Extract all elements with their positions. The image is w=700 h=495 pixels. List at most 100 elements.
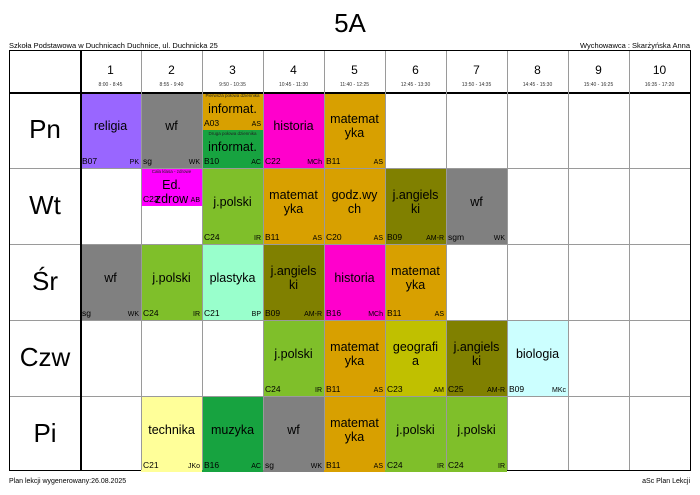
period-number: 3 [229, 63, 236, 77]
lesson-cell[interactable]: wf sgm WK [446, 168, 507, 244]
period-number: 5 [351, 63, 358, 77]
lesson-subject: j.angiels ki [270, 264, 317, 292]
lesson-cell[interactable]: wf sg WK [80, 244, 141, 320]
lesson-cell[interactable]: j.polski C24 IR [202, 168, 263, 244]
lesson-teacher: WK [493, 235, 505, 242]
lesson-cell[interactable]: matemat yka B11 AS [263, 168, 324, 244]
period-time: 15:40 - 16:25 [583, 82, 614, 88]
grid-line [80, 51, 82, 470]
lesson-cell[interactable]: j.angiels ki B09 AM-R [385, 168, 446, 244]
lesson-cell[interactable]: matemat yka B11 AS [324, 92, 385, 168]
school-name: Szkoła Podstawowa w Duchnicach Duchnice,… [9, 41, 218, 50]
lesson-cell[interactable]: j.polski C24 IR [263, 320, 324, 396]
lesson-subject: godz.wy ch [331, 188, 378, 216]
homeroom-teacher: Wychowawca : Skarżyńska Anna [580, 41, 690, 50]
period-number: 1 [107, 63, 114, 77]
lesson-room: C24 [387, 460, 403, 470]
lesson-teacher: AS [312, 235, 322, 242]
lesson-subject: j.angiels ki [392, 188, 439, 216]
lesson-cell[interactable]: geografi a C23 AM [385, 320, 446, 396]
lesson-room: C23 [387, 384, 403, 394]
lesson-subject: muzyka [210, 423, 255, 437]
lesson-subject: j.polski [274, 347, 313, 361]
lesson-subject: matemat yka [330, 112, 379, 140]
lesson-subject: j.polski [213, 195, 252, 209]
lesson-cell[interactable]: religia B07 PK [80, 92, 141, 168]
lesson-teacher: IR [315, 387, 322, 394]
lesson-room: sg [143, 156, 152, 166]
period-time: 16:35 - 17:20 [644, 82, 675, 88]
period-number: 4 [290, 63, 297, 77]
lesson-cell[interactable]: muzyka B16 AC [202, 396, 263, 472]
lesson-cell[interactable]: wf sg WK [141, 92, 202, 168]
day-label: Wt [29, 190, 61, 220]
lesson-subject: matemat yka [391, 264, 440, 292]
grid-line [202, 51, 203, 470]
lesson-room: B07 [82, 156, 98, 166]
lesson-cell[interactable]: Cała klasa - zdrowe Ed. zdrow C22 AB [141, 168, 202, 206]
lesson-room: sgm [448, 232, 465, 242]
lesson-cell[interactable]: matemat yka B11 AS [324, 396, 385, 472]
lesson-teacher: IR [437, 463, 444, 470]
period-number: 6 [412, 63, 419, 77]
lesson-room: C25 [448, 384, 464, 394]
lesson-note: Druga połowa dziennika [208, 131, 257, 136]
lesson-cell[interactable]: historia C22 MCh [263, 92, 324, 168]
lesson-cell[interactable]: plastyka C21 BP [202, 244, 263, 320]
lesson-room: C20 [326, 232, 342, 242]
lesson-cell[interactable]: j.angiels ki C25 AM-R [446, 320, 507, 396]
lesson-cell[interactable]: j.polski C24 IR [141, 244, 202, 320]
lesson-cell[interactable]: j.polski C24 IR [385, 396, 446, 472]
grid-line [10, 168, 690, 169]
lesson-teacher: MCh [368, 311, 383, 318]
lesson-cell[interactable]: Druga połowa dziennika informat. B10 AC [202, 130, 263, 168]
lesson-teacher: IR [193, 311, 200, 318]
period-time: 11:40 - 12:25 [339, 82, 370, 88]
lesson-teacher: MKc [552, 387, 566, 394]
lesson-room: C24 [265, 384, 281, 394]
lesson-cell[interactable]: godz.wy ch C20 AS [324, 168, 385, 244]
lesson-subject: j.polski [152, 271, 191, 285]
lesson-cell[interactable]: matemat yka B11 AS [324, 320, 385, 396]
lesson-room: B09 [387, 232, 403, 242]
lesson-subject: wf [287, 423, 300, 437]
lesson-subject: j.polski [457, 423, 496, 437]
lesson-cell[interactable]: wf sg WK [263, 396, 324, 472]
lesson-cell[interactable]: Pierwsza połowa dziennika informat. A03 AS [202, 92, 263, 130]
period-time: 9:50 - 10:35 [219, 82, 246, 88]
lesson-subject: matemat yka [330, 340, 379, 368]
lesson-cell[interactable]: matemat yka B11 AS [385, 244, 446, 320]
lesson-teacher: AM-R [304, 311, 322, 318]
lesson-subject: religia [93, 119, 128, 133]
lesson-room: C22 [265, 156, 281, 166]
period-number: 9 [595, 63, 602, 77]
lesson-subject: matemat yka [269, 188, 318, 216]
lesson-teacher: AS [434, 311, 444, 318]
lesson-subject: biologia [515, 347, 560, 361]
grid-line [263, 51, 264, 470]
lesson-teacher: AB [190, 197, 200, 204]
lesson-teacher: WK [188, 159, 200, 166]
lesson-teacher: WK [127, 311, 139, 318]
lesson-cell[interactable]: j.angiels ki B09 AM-R [263, 244, 324, 320]
period-time: 8:00 - 8:45 [98, 82, 123, 88]
lesson-teacher: IR [498, 463, 505, 470]
lesson-room: B10 [204, 156, 220, 166]
lesson-cell[interactable]: j.polski C24 IR [446, 396, 507, 472]
lesson-teacher: AS [373, 387, 383, 394]
lesson-subject: wf [104, 271, 117, 285]
lesson-room: B09 [509, 384, 525, 394]
day-label: Czw [19, 342, 71, 372]
grid-line [385, 51, 386, 470]
lesson-subject: j.polski [396, 423, 435, 437]
period-time: 12:45 - 13:30 [400, 82, 431, 88]
lesson-teacher: AC [251, 463, 261, 470]
lesson-room: B16 [204, 460, 220, 470]
lesson-cell[interactable]: biologia B09 MKc [507, 320, 568, 396]
lesson-teacher: BP [251, 311, 261, 318]
lesson-cell[interactable]: historia B16 MCh [324, 244, 385, 320]
lesson-subject: informat. [208, 102, 257, 116]
lesson-room: B11 [326, 460, 341, 470]
lesson-cell[interactable]: technika C21 JKo [141, 396, 202, 472]
lesson-teacher: AM-R [426, 235, 444, 242]
